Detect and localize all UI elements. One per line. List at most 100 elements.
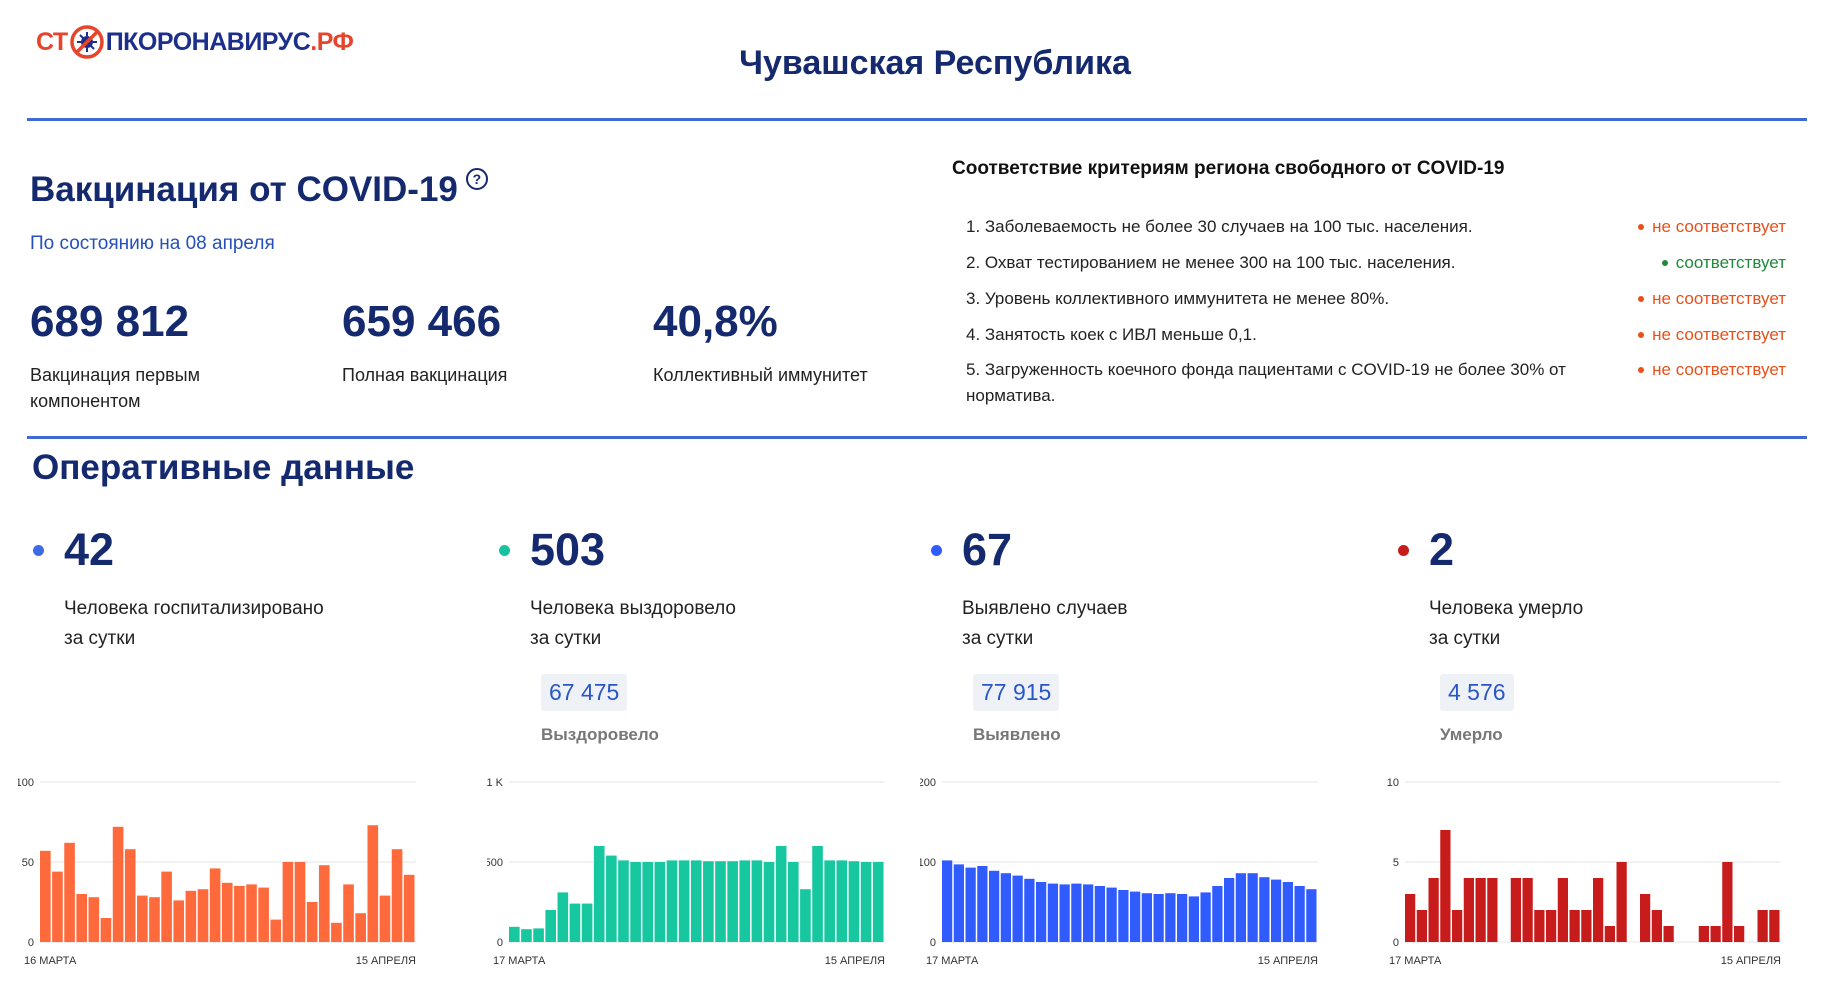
- bar[interactable]: [666, 860, 678, 942]
- bar[interactable]: [727, 861, 738, 942]
- bar[interactable]: [88, 897, 100, 942]
- bar[interactable]: [185, 890, 197, 942]
- bar[interactable]: [642, 862, 654, 942]
- bar[interactable]: [1710, 926, 1721, 942]
- bar[interactable]: [1522, 878, 1533, 942]
- bar[interactable]: [246, 884, 257, 942]
- bar[interactable]: [787, 862, 799, 942]
- bar[interactable]: [965, 867, 976, 942]
- bar[interactable]: [569, 903, 581, 942]
- bar[interactable]: [1165, 893, 1176, 942]
- bar[interactable]: [1757, 910, 1768, 942]
- bar[interactable]: [824, 860, 835, 942]
- bar[interactable]: [1475, 878, 1486, 942]
- bar[interactable]: [1722, 862, 1733, 942]
- bar[interactable]: [953, 864, 964, 942]
- bar[interactable]: [1546, 910, 1557, 942]
- bar[interactable]: [739, 860, 751, 942]
- bar[interactable]: [112, 826, 124, 942]
- bar[interactable]: [715, 861, 726, 942]
- bar[interactable]: [1224, 878, 1235, 942]
- bar[interactable]: [1282, 882, 1293, 942]
- bar[interactable]: [989, 870, 1000, 942]
- bar[interactable]: [848, 861, 860, 942]
- bar[interactable]: [606, 855, 617, 942]
- bar[interactable]: [545, 910, 557, 942]
- bar[interactable]: [618, 860, 629, 942]
- bar[interactable]: [557, 892, 569, 942]
- bar[interactable]: [1294, 886, 1305, 942]
- bar[interactable]: [1024, 878, 1035, 942]
- bar[interactable]: [161, 871, 172, 942]
- bar[interactable]: [800, 889, 811, 942]
- bar[interactable]: [1557, 878, 1568, 942]
- bar[interactable]: [703, 861, 714, 942]
- bar[interactable]: [1593, 878, 1604, 942]
- bar[interactable]: [1534, 910, 1545, 942]
- bar[interactable]: [1094, 886, 1105, 942]
- bar[interactable]: [1200, 892, 1211, 942]
- bar[interactable]: [306, 902, 318, 942]
- bar[interactable]: [533, 928, 544, 942]
- bar[interactable]: [1271, 879, 1282, 942]
- bar[interactable]: [509, 926, 520, 942]
- bar[interactable]: [294, 862, 306, 942]
- bar[interactable]: [64, 842, 75, 942]
- bar[interactable]: [1416, 910, 1427, 942]
- bar[interactable]: [1734, 926, 1745, 942]
- bar[interactable]: [173, 900, 185, 942]
- bar[interactable]: [1698, 926, 1709, 942]
- bar[interactable]: [1012, 875, 1023, 942]
- bar[interactable]: [1581, 910, 1592, 942]
- bar[interactable]: [1141, 893, 1152, 942]
- bar[interactable]: [872, 862, 884, 942]
- bar[interactable]: [775, 846, 787, 942]
- bar[interactable]: [678, 860, 690, 942]
- bar[interactable]: [654, 862, 666, 942]
- bar[interactable]: [1247, 873, 1258, 942]
- bar[interactable]: [1510, 878, 1521, 942]
- bar[interactable]: [355, 913, 366, 942]
- bar[interactable]: [860, 862, 872, 942]
- bar[interactable]: [76, 894, 88, 942]
- bar[interactable]: [221, 882, 233, 942]
- bar[interactable]: [1036, 882, 1047, 942]
- bar[interactable]: [318, 865, 330, 942]
- logo[interactable]: СТ ПКОРОНАВИРУС .РФ: [36, 24, 354, 60]
- bar[interactable]: [124, 849, 136, 942]
- bar[interactable]: [343, 884, 354, 942]
- bar[interactable]: [977, 866, 988, 942]
- bar[interactable]: [1651, 910, 1662, 942]
- bar[interactable]: [209, 868, 221, 942]
- bar[interactable]: [1306, 889, 1317, 942]
- bar[interactable]: [521, 929, 532, 942]
- bar[interactable]: [1130, 891, 1141, 942]
- bar[interactable]: [1428, 878, 1439, 942]
- bar[interactable]: [1177, 894, 1188, 942]
- bar[interactable]: [1118, 890, 1129, 942]
- bar[interactable]: [1000, 873, 1011, 942]
- bar[interactable]: [1071, 883, 1082, 942]
- bar[interactable]: [763, 862, 775, 942]
- bar[interactable]: [1083, 884, 1094, 942]
- bar[interactable]: [234, 886, 245, 942]
- bar[interactable]: [1663, 926, 1674, 942]
- bar[interactable]: [100, 918, 112, 942]
- bar[interactable]: [593, 846, 605, 942]
- bar[interactable]: [331, 922, 342, 942]
- bar[interactable]: [1259, 877, 1270, 942]
- bar[interactable]: [1047, 883, 1058, 942]
- bar[interactable]: [1463, 878, 1474, 942]
- bar[interactable]: [367, 825, 379, 942]
- bar[interactable]: [1235, 873, 1246, 942]
- bar[interactable]: [1405, 894, 1416, 942]
- bar[interactable]: [379, 895, 391, 942]
- bar[interactable]: [1440, 830, 1451, 942]
- bar[interactable]: [1106, 887, 1117, 942]
- bar[interactable]: [52, 871, 63, 942]
- bar[interactable]: [1188, 896, 1199, 942]
- bar[interactable]: [1212, 886, 1223, 942]
- bar[interactable]: [1569, 910, 1580, 942]
- bar[interactable]: [1487, 878, 1498, 942]
- bar[interactable]: [1452, 910, 1463, 942]
